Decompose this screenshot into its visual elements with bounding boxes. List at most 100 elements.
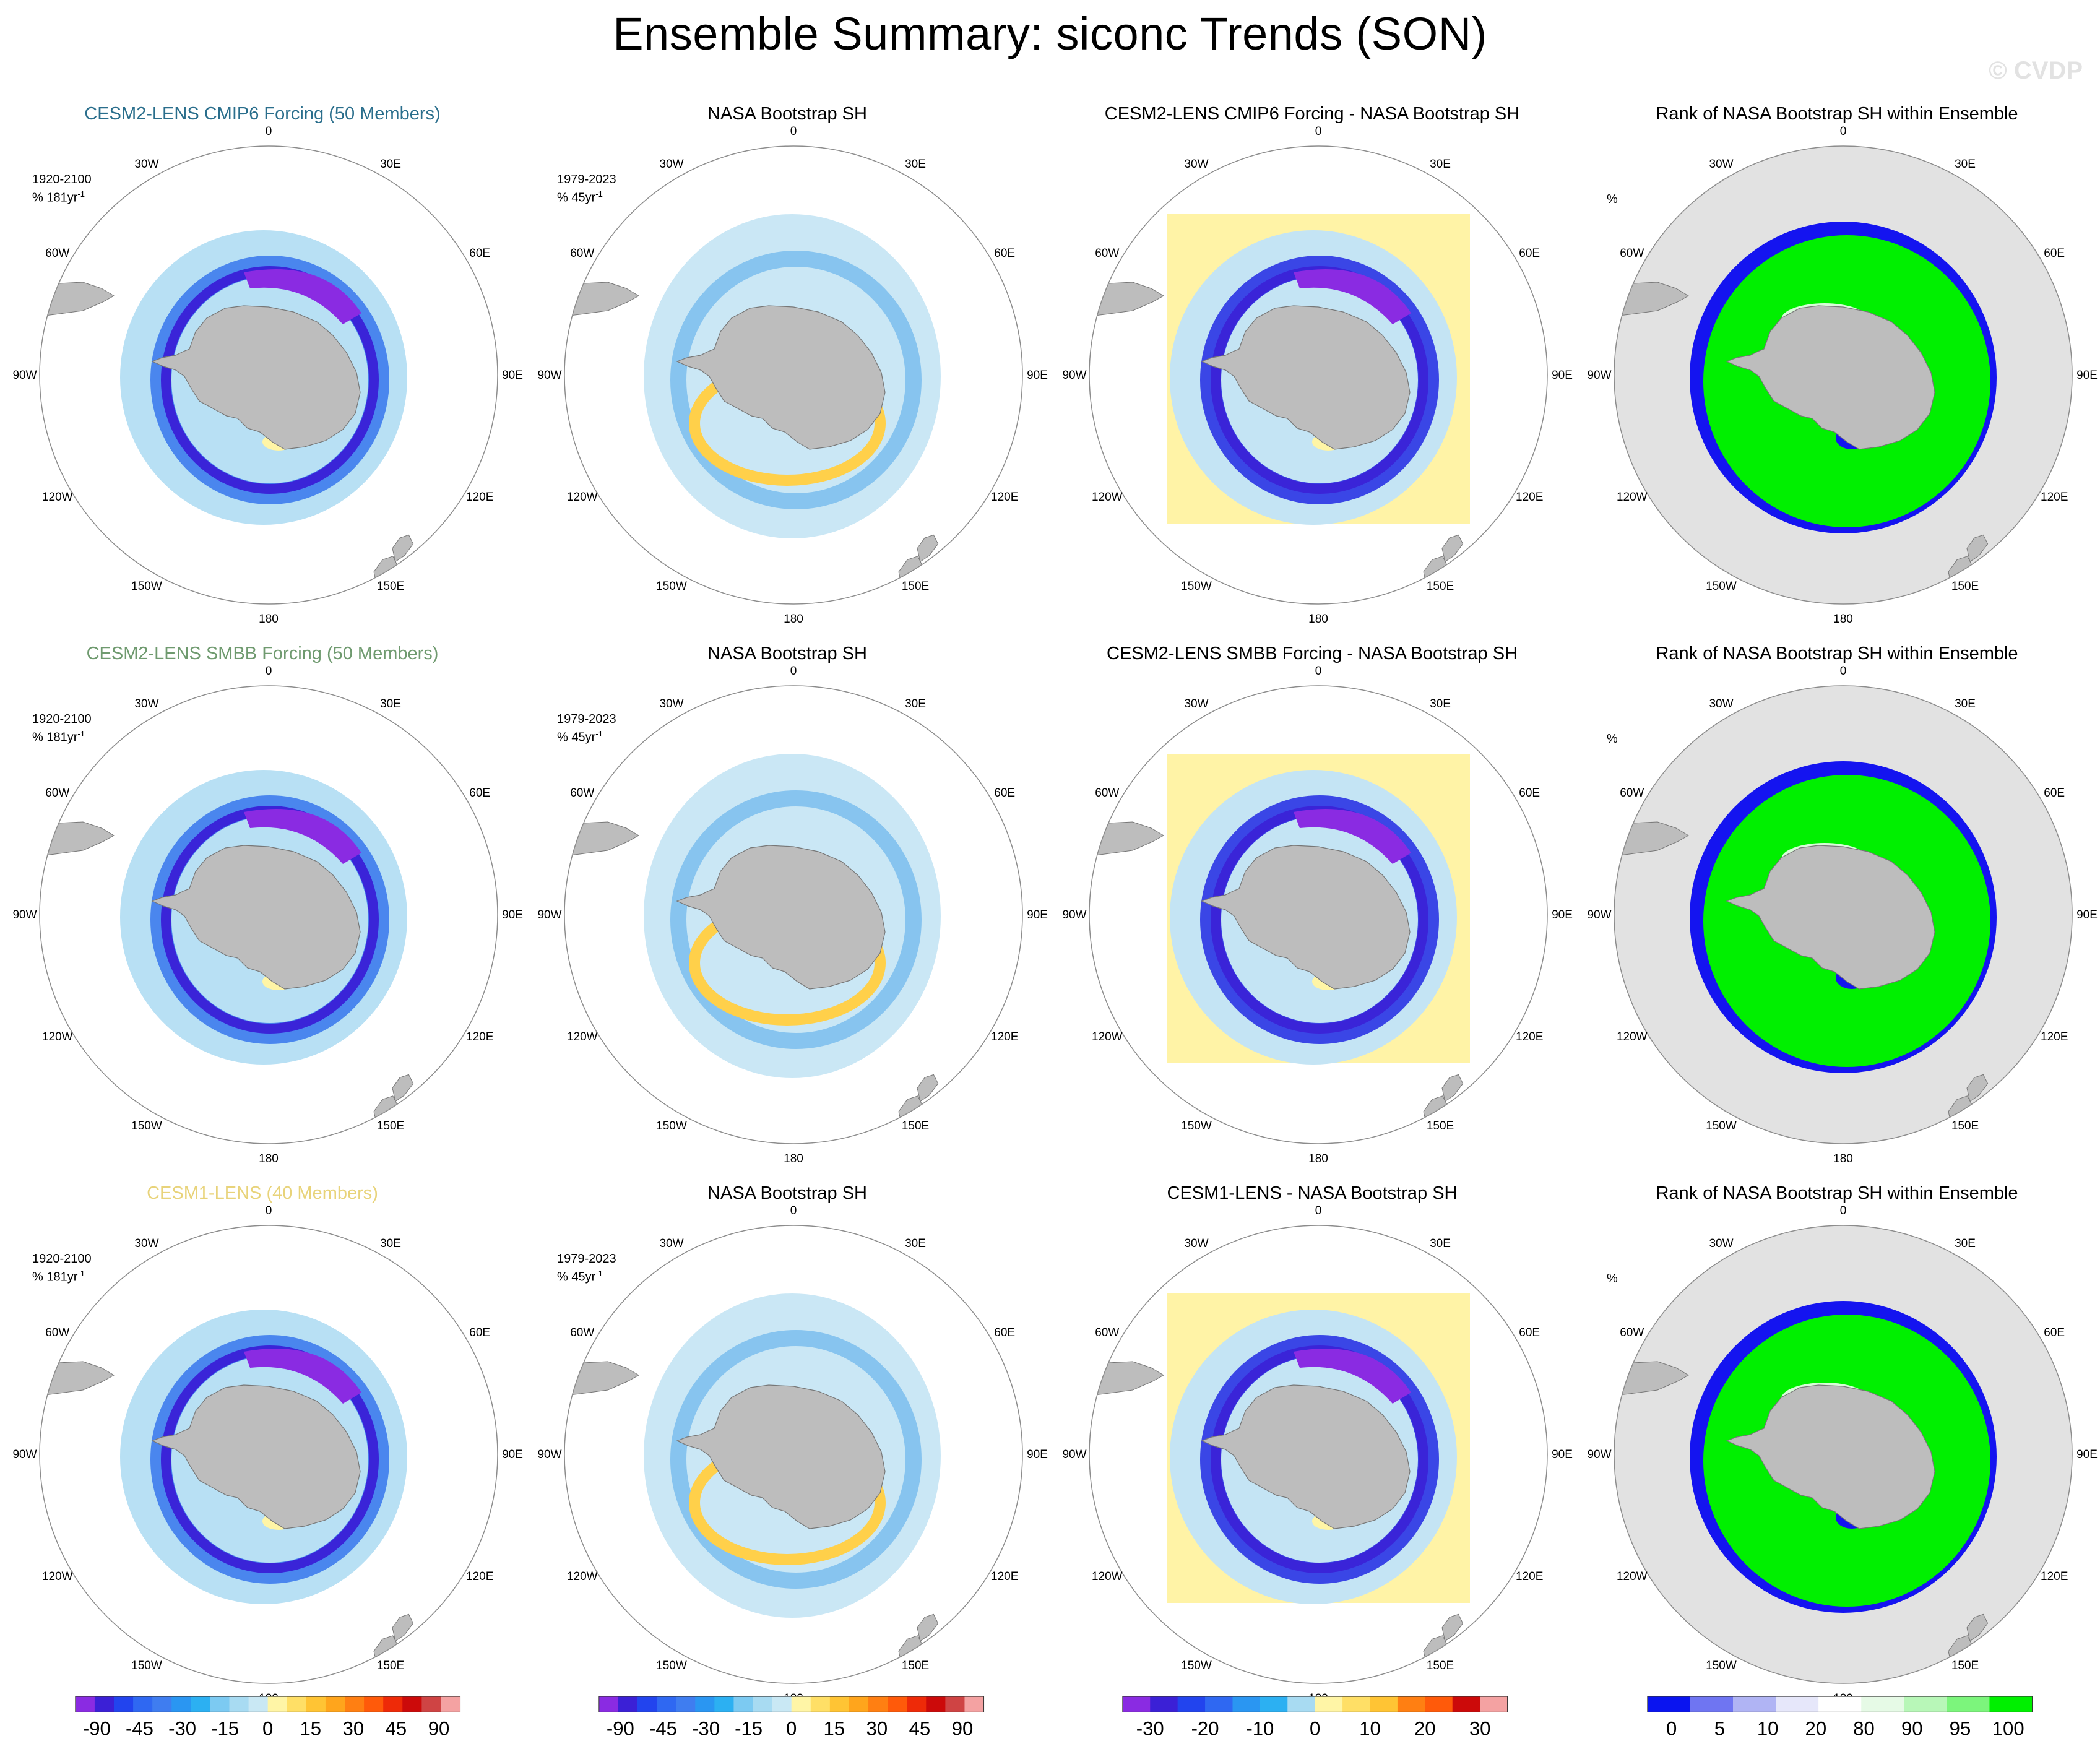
colorbar-swatch: [810, 1696, 831, 1712]
colorbar-swatch: [1177, 1696, 1206, 1712]
longitude-label: 90E: [2076, 1448, 2098, 1461]
colorbar-swatch: [152, 1696, 172, 1712]
longitude-label: 30E: [905, 697, 926, 710]
colorbar-swatch: [248, 1696, 269, 1712]
colorbar-swatch: [1690, 1696, 1734, 1712]
longitude-label: 0: [266, 665, 272, 678]
longitude-label: 90W: [1062, 909, 1086, 922]
antarctica-landmass: [676, 305, 886, 450]
colorbar-frame: [75, 1696, 461, 1712]
longitude-label: 30E: [1955, 697, 1976, 710]
longitude-label: 60W: [45, 247, 69, 260]
longitude-label: 30E: [1430, 158, 1451, 171]
longitude-label: 90W: [537, 909, 561, 922]
map-boundary-circle: [1089, 145, 1548, 605]
panel-title: CESM2-LENS CMIP6 Forcing - NASA Bootstra…: [1104, 104, 1520, 124]
longitude-label: 0: [1840, 1204, 1847, 1217]
longitude-label: 30W: [134, 158, 158, 171]
colorbar-swatch: [114, 1696, 134, 1712]
south-america-landmass: [1089, 1361, 1164, 1398]
strong-decline-core: [244, 808, 361, 864]
colorbar-swatch: [1989, 1696, 2033, 1712]
longitude-label: 0: [266, 125, 272, 138]
colorbar-swatch: [618, 1696, 638, 1712]
strong-decline-core: [1294, 269, 1411, 324]
map-panel: CESM1-LENS (40 Members) 1920-2100 % 181yr-…: [0, 1178, 525, 1717]
units-label: %: [1607, 1272, 1618, 1285]
period-label: 1920-2100: [32, 173, 92, 186]
colorbar-swatch: [676, 1696, 696, 1712]
longitude-label: 120W: [1617, 1030, 1648, 1043]
colorbar-tick-label: 45: [909, 1717, 931, 1739]
colorbar-swatch: [1122, 1696, 1151, 1712]
colorbar-tick-label: 15: [823, 1717, 845, 1739]
map-boundary-circle: [1614, 145, 2073, 605]
longitude-label: 150E: [1951, 1659, 1979, 1672]
longitude-label: 60E: [1519, 247, 1540, 260]
colorbar-swatch: [267, 1696, 288, 1712]
longitude-label: 120E: [1516, 491, 1543, 504]
longitude-label: 150W: [656, 1120, 687, 1133]
colorbar-swatch: [753, 1696, 773, 1712]
longitude-label: 120W: [1617, 1570, 1648, 1583]
longitude-label: 150W: [131, 580, 162, 593]
longitude-label: 0: [790, 1204, 797, 1217]
map-panel: NASA Bootstrap SH 1979-2023 % 45yr-1 0 30E 60…: [525, 1178, 1050, 1717]
longitude-label: 0: [1315, 665, 1322, 678]
colorbar-tick-label: -20: [1191, 1717, 1219, 1739]
colorbar-swatch: [849, 1696, 869, 1712]
negative-trend-ring: [670, 251, 922, 509]
longitude-label: 150E: [377, 1120, 404, 1133]
map-panel: Rank of NASA Bootstrap SH within Ensembl…: [1575, 639, 2099, 1177]
longitude-label: 120W: [42, 491, 73, 504]
colorbar-swatch: [1205, 1696, 1233, 1712]
colorbar-swatch: [421, 1696, 441, 1712]
colorbar-swatch: [133, 1696, 153, 1712]
period-units-label: 1979-2023 % 45yr-1: [557, 172, 616, 205]
longitude-label: 90W: [1062, 1448, 1086, 1461]
longitude-label: 60E: [469, 1326, 490, 1339]
colorbar: 0 5 10 20 80 90 95 100: [1647, 1696, 2033, 1739]
colorbar-swatch: [75, 1696, 95, 1712]
colorbar-tick-label: 0: [786, 1717, 797, 1739]
longitude-label: 120E: [1516, 1030, 1543, 1043]
panel-title: CESM2-LENS SMBB Forcing - NASA Bootstrap…: [1107, 644, 1518, 663]
colorbar-tick-label: -45: [649, 1717, 677, 1739]
longitude-label: 120W: [1092, 1570, 1123, 1583]
colorbar-swatch: [345, 1696, 365, 1712]
colorbar-swatch: [1647, 1696, 1691, 1712]
longitude-label: 90E: [2076, 369, 2098, 382]
colorbar-swatch: [229, 1696, 249, 1712]
period-units-label: 1920-2100 % 181yr-1: [32, 1251, 92, 1285]
longitude-label: 30E: [905, 158, 926, 171]
map-boundary-circle: [39, 1225, 498, 1684]
units-label: % 45yr-1: [557, 729, 603, 745]
strong-decline-core: [244, 1348, 361, 1404]
panel-title: CESM2-LENS CMIP6 Forcing (50 Members): [84, 104, 441, 124]
antarctica-landmass: [151, 1384, 361, 1529]
colorbar: -90 -45 -30 -15 0 15 30 45 90: [598, 1696, 985, 1739]
longitude-label: 150W: [1181, 1120, 1212, 1133]
new-zealand-landmass: [917, 534, 939, 563]
longitude-label: 120E: [466, 1570, 493, 1583]
colorbar-swatch: [1397, 1696, 1425, 1712]
longitude-label: 60W: [1620, 787, 1644, 800]
longitude-label: 60W: [570, 787, 594, 800]
map-panel: CESM2-LENS CMIP6 Forcing (50 Members) 192…: [0, 99, 525, 637]
colorbar-tick-label: 20: [1414, 1717, 1436, 1739]
longitude-label: 90E: [1027, 1448, 1048, 1461]
colorbar-tick-label: 20: [1805, 1717, 1827, 1739]
colorbar-swatch: [94, 1696, 115, 1712]
south-america-landmass: [1089, 282, 1164, 319]
colorbar-tick-label: 100: [1992, 1717, 2024, 1739]
antarctica-landmass: [1726, 305, 1935, 450]
longitude-label: 150E: [1951, 580, 1979, 593]
longitude-label: 0: [266, 1204, 272, 1217]
longitude-label: 90W: [1587, 909, 1611, 922]
longitude-label: 0: [1315, 125, 1322, 138]
longitude-label: 120W: [567, 1570, 598, 1583]
period-units-label: %: [1607, 1271, 1618, 1286]
longitude-label: 150W: [656, 1659, 687, 1672]
